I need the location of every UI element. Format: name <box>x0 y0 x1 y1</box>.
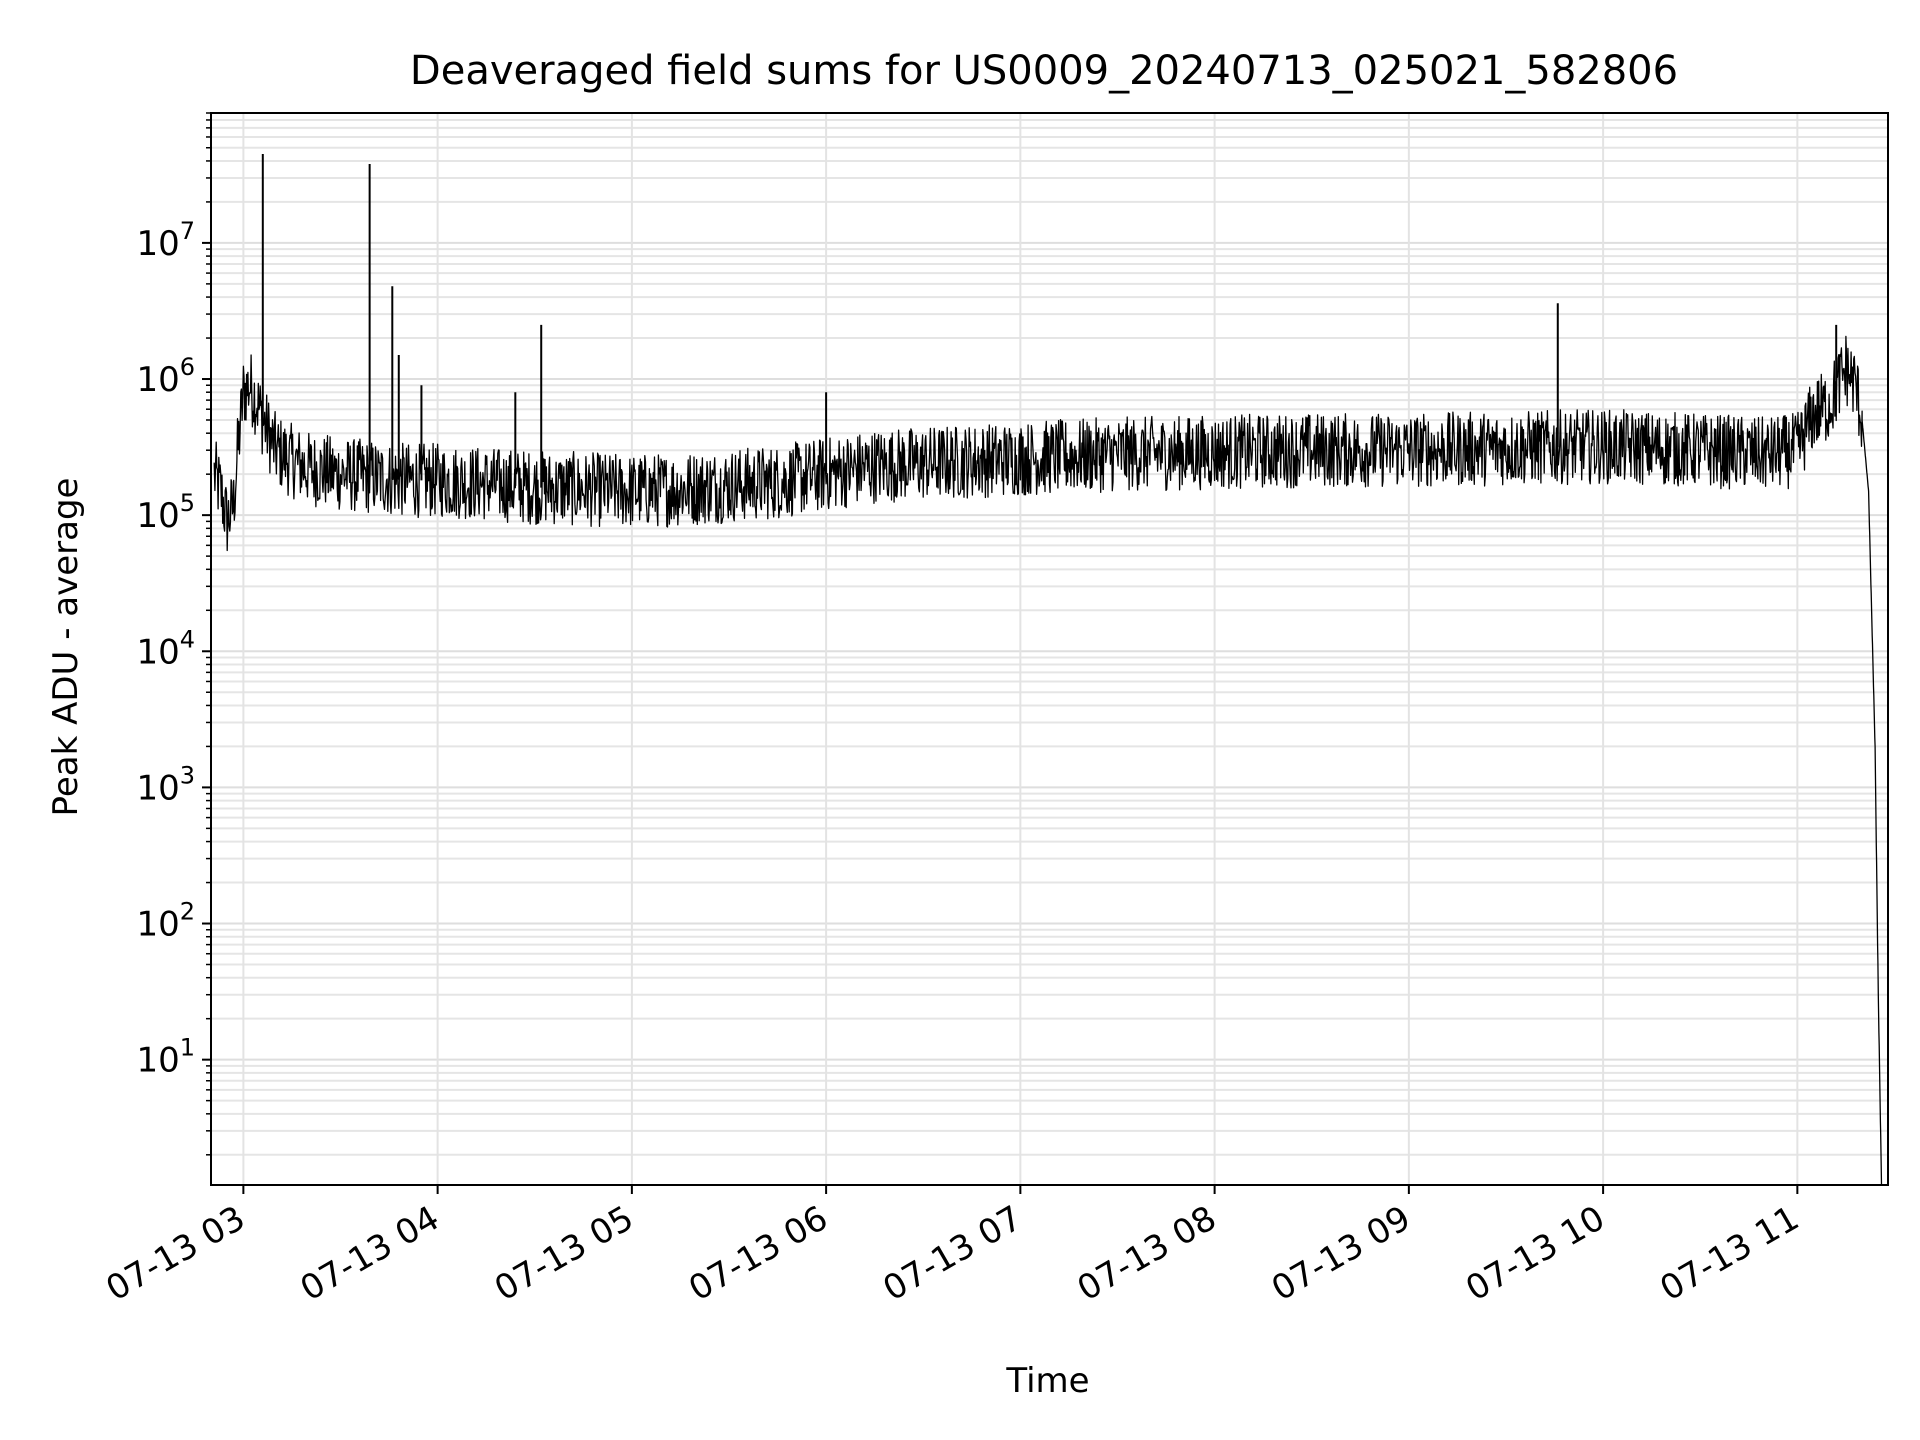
y-tick-label: 107 <box>136 217 195 264</box>
series-line <box>213 335 1883 1186</box>
grid-lines <box>211 112 1888 1185</box>
axes-frame <box>210 112 1889 1186</box>
y-tick-label: 104 <box>136 625 195 672</box>
y-axis: 101 102 103 104 105 106 107 <box>136 112 211 1156</box>
y-tick-label: 102 <box>136 898 195 945</box>
y-tick-label: 105 <box>136 489 195 536</box>
chart-title: Deaveraged field sums for US0009_2024071… <box>410 48 1678 94</box>
series-layer <box>213 153 1883 1186</box>
y-tick-label: 101 <box>136 1034 195 1081</box>
y-tick-label: 103 <box>136 761 195 808</box>
y-tick-label: 106 <box>136 353 195 400</box>
x-axis-label: Time <box>1005 1361 1089 1401</box>
y-axis-label: Peak ADU - average <box>46 478 86 817</box>
